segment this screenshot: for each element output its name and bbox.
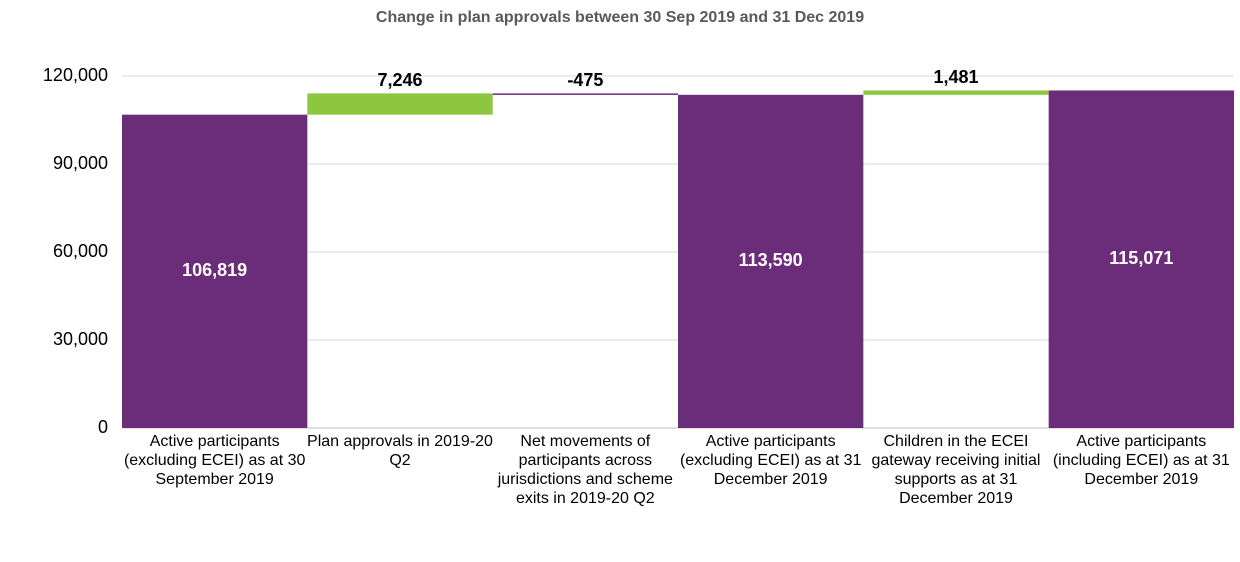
y-tick-label: 0 (98, 417, 108, 437)
y-tick-label: 120,000 (43, 65, 108, 85)
bar (863, 90, 1049, 95)
value-label: 106,819 (182, 260, 247, 280)
bar (492, 93, 678, 95)
x-tick-label: Active participants (excluding ECEI) as … (123, 433, 306, 488)
value-label: 1,481 (933, 67, 978, 87)
value-label: 113,590 (739, 250, 803, 270)
bar (678, 94, 864, 428)
bar (307, 93, 493, 115)
x-tick-label: Active participants (excluding ECEI) as … (679, 433, 862, 488)
value-label: 115,071 (1109, 248, 1173, 268)
y-tick-label: 60,000 (53, 241, 108, 261)
y-tick-label: 90,000 (53, 153, 108, 173)
x-tick-label: Children in the ECEI gateway receiving i… (871, 433, 1041, 507)
value-label: 7,246 (377, 70, 422, 90)
y-tick-label: 30,000 (53, 329, 108, 349)
value-label: -475 (567, 70, 603, 90)
x-tick-label: Net movements of participants across jur… (497, 433, 673, 507)
x-tick-label: Active participants (including ECEI) as … (1052, 433, 1230, 488)
chart-title: Change in plan approvals between 30 Sep … (376, 9, 864, 26)
bar (1048, 90, 1234, 428)
bar (122, 114, 308, 428)
x-tick-label: Plan approvals in 2019-20 Q2 (307, 433, 493, 469)
